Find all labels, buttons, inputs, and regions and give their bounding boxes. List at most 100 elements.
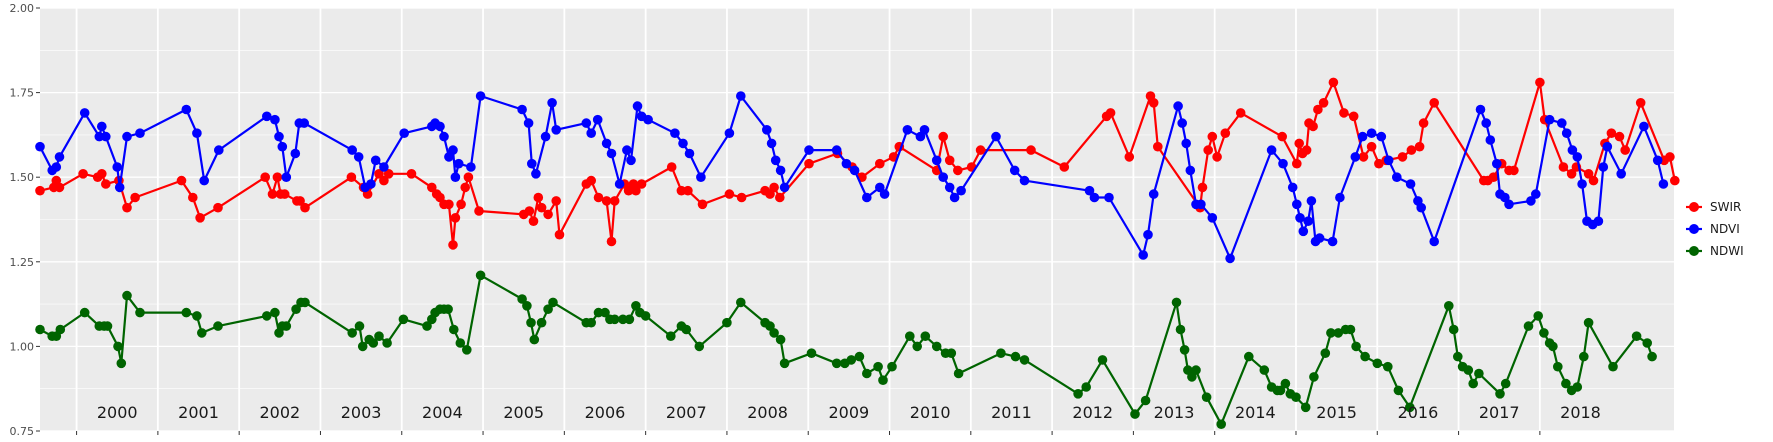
data-point-swir (601, 196, 612, 206)
data-point-ndvi (290, 148, 301, 159)
data-point-ndvi (448, 145, 458, 155)
data-point-ndvi (527, 158, 537, 169)
data-point-ndwi (946, 348, 957, 359)
data-point-ndvi (875, 182, 885, 193)
data-point-swir (213, 202, 223, 213)
data-point-swir (938, 131, 948, 142)
data-point-ndvi (1295, 213, 1305, 223)
data-point-ndwi (736, 297, 746, 308)
data-point-ndvi (1481, 118, 1491, 128)
data-point-ndvi (1572, 152, 1583, 162)
data-point-swir (295, 196, 305, 206)
data-point-swir (606, 236, 617, 247)
data-point-swir (769, 182, 779, 193)
data-point-ndwi (1583, 317, 1594, 328)
data-point-ndwi (1579, 351, 1589, 362)
data-point-ndwi (455, 338, 466, 348)
data-point-swir (450, 213, 461, 223)
data-point-ndvi (1376, 131, 1387, 142)
data-point-swir (406, 169, 417, 179)
data-point-ndvi (379, 162, 389, 172)
data-point-swir (1207, 131, 1218, 142)
data-point-ndwi (1539, 328, 1549, 338)
data-point-swir (683, 185, 693, 196)
data-point-ndvi (1504, 199, 1514, 210)
data-point-swir (374, 169, 384, 179)
data-point-ndwi (1647, 351, 1657, 362)
data-point-ndwi (102, 321, 113, 331)
data-point-swir (78, 169, 88, 179)
data-point-ndwi (522, 301, 532, 311)
data-point-ndvi (991, 131, 1001, 142)
data-point-swir (524, 206, 535, 216)
data-point-ndvi (586, 128, 596, 138)
data-point-ndwi (262, 311, 272, 321)
data-point-swir (260, 172, 271, 182)
data-point-ndwi (1448, 324, 1459, 335)
data-point-ndvi (192, 128, 202, 138)
data-point-ndvi (466, 162, 476, 172)
data-point-ndvi (670, 128, 680, 138)
data-point-ndwi (1140, 395, 1151, 406)
data-point-swir (736, 192, 747, 203)
legend-item-ndvi: NDVI (1686, 222, 1740, 236)
data-point-swir (528, 216, 539, 226)
data-point-swir (551, 196, 561, 206)
data-point-ndvi (626, 155, 636, 166)
data-point-ndwi (1405, 402, 1415, 413)
data-point-ndvi (622, 145, 632, 155)
data-point-swir (1105, 108, 1116, 118)
data-point-ndvi (277, 141, 288, 152)
data-point-ndwi (1495, 389, 1505, 399)
data-point-ndvi (902, 125, 913, 135)
data-point-ndvi (79, 108, 90, 118)
data-point-ndvi (1104, 192, 1114, 203)
data-point-ndwi (1081, 382, 1091, 392)
data-point-swir (1670, 175, 1680, 186)
y-tick-label: 1.00 (10, 340, 35, 353)
data-point-swir (533, 192, 544, 203)
data-point-swir (1614, 131, 1625, 142)
data-point-swir (1366, 141, 1377, 152)
data-point-ndwi (1300, 402, 1311, 413)
data-point-ndvi (601, 138, 612, 149)
data-point-ndvi (592, 114, 603, 125)
data-point-swir (188, 192, 198, 203)
data-point-ndwi (548, 297, 558, 308)
data-point-swir (536, 202, 547, 213)
data-point-ndvi (956, 185, 966, 196)
data-point-ndwi (443, 304, 453, 315)
data-point-ndvi (804, 145, 814, 155)
data-point-ndwi (1073, 389, 1083, 399)
data-point-ndwi (846, 355, 857, 365)
data-point-ndwi (600, 307, 610, 318)
data-point-swir (279, 189, 290, 199)
data-point-swir (1535, 77, 1545, 88)
data-point-swir (636, 179, 647, 189)
year-label-2013: 2013 (1154, 403, 1195, 422)
data-point-ndwi (953, 368, 964, 379)
data-point-ndwi (996, 348, 1006, 359)
data-point-ndwi (1631, 331, 1642, 342)
data-point-swir (1339, 108, 1349, 118)
data-point-ndvi (1177, 118, 1187, 128)
data-point-ndvi (453, 158, 464, 169)
year-label-2008: 2008 (747, 403, 788, 422)
data-point-ndvi (1084, 185, 1095, 196)
data-point-ndwi (1345, 324, 1356, 335)
data-point-ndwi (912, 341, 922, 352)
data-point-ndwi (135, 307, 145, 318)
data-point-ndwi (1463, 365, 1474, 375)
year-labels: 2000 2001 2002 2003 2004 2005 2006 2007 2008 2009… (97, 403, 1601, 422)
data-point-ndwi (197, 328, 207, 338)
data-point-swir (593, 192, 604, 203)
data-point-ndvi (1335, 192, 1345, 203)
data-point-ndwi (1333, 328, 1344, 338)
data-point-ndwi (116, 358, 127, 369)
data-point-ndwi (354, 321, 365, 331)
data-point-swir (1153, 141, 1163, 152)
data-point-ndwi (543, 304, 553, 315)
data-point-ndvi (678, 138, 688, 149)
data-point-ndwi (1326, 328, 1336, 338)
data-point-ndwi (55, 324, 66, 335)
